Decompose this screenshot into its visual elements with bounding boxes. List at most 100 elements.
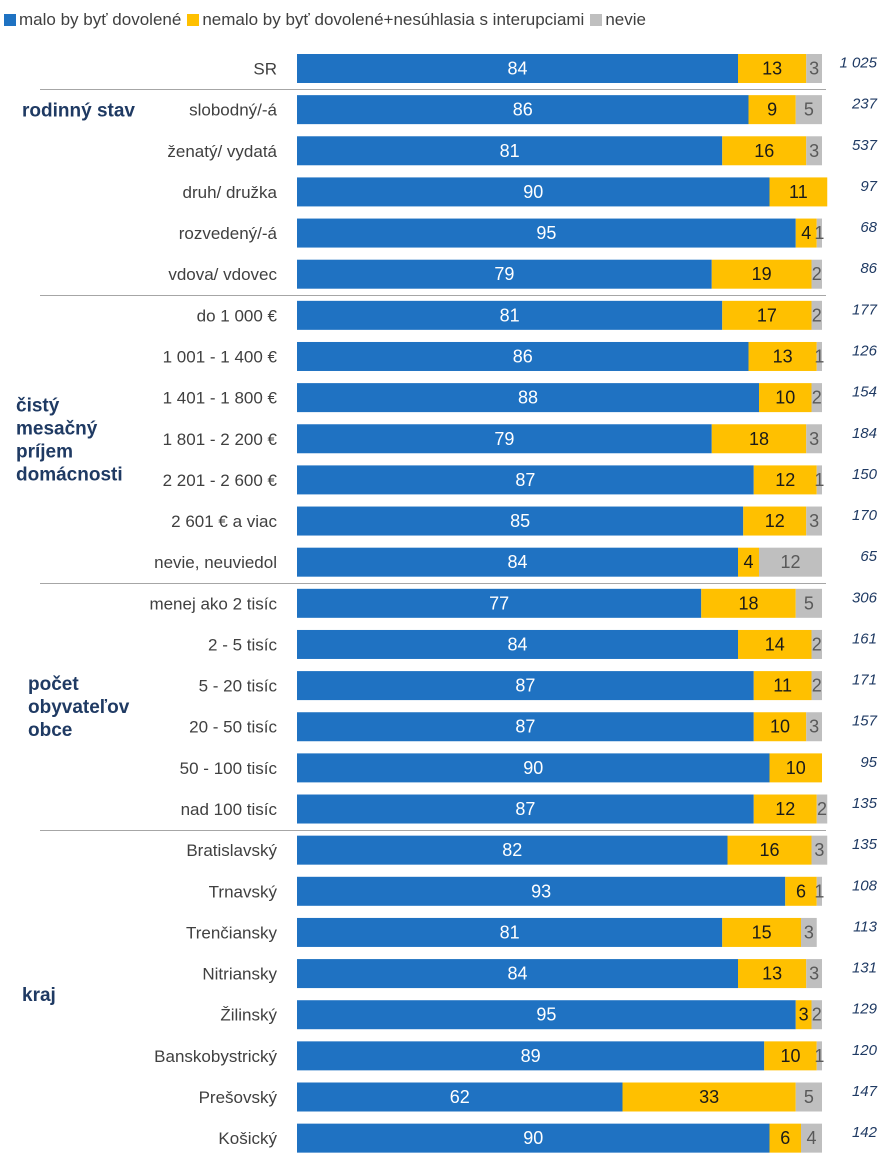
data-label: 2 (812, 676, 822, 696)
bar-segment-dont-know (801, 917, 817, 947)
data-label: 3 (809, 429, 819, 449)
bar-segment-dont-know (816, 465, 822, 495)
group-heading-line: čistý (16, 395, 60, 416)
data-label: 10 (775, 388, 795, 408)
data-label: 11 (773, 676, 792, 696)
bar-segment-not-allowed (748, 95, 796, 125)
bar-segment-dont-know (811, 671, 822, 701)
bar-segment-dont-know (795, 588, 822, 618)
data-label: 3 (809, 964, 819, 984)
category-label: Košický (218, 1129, 277, 1148)
category-label: 50 - 100 tisíc (180, 759, 278, 778)
group-heading-line: domácnosti (16, 464, 123, 485)
data-label: 77 (489, 593, 509, 613)
category-label: 1 401 - 1 800 € (163, 389, 278, 408)
category-label: Trenčiansky (186, 923, 278, 942)
data-label: 79 (494, 264, 514, 284)
bar-segment-allowed (297, 917, 723, 947)
data-label: 4 (801, 223, 811, 243)
bar-segment-dont-know (806, 54, 822, 83)
data-label: 16 (754, 141, 774, 161)
bar-segment-not-allowed (738, 547, 759, 577)
bar-segment-dont-know (816, 794, 828, 824)
data-label: 95 (536, 223, 556, 243)
data-label: 1 (814, 470, 824, 490)
data-label: 81 (500, 141, 520, 161)
sample-size-label: 95 (860, 754, 877, 771)
legend-swatch-not-allowed (187, 14, 200, 26)
data-label: 11 (789, 182, 808, 202)
group-heading-line: obyvateľov (28, 697, 130, 718)
legend-item-allowed: malo by byť dovolené (4, 10, 181, 30)
group-heading-line: počet (28, 674, 79, 695)
data-label: 13 (773, 346, 793, 366)
sample-size-label: 108 (852, 877, 878, 894)
bar-segment-not-allowed (727, 835, 812, 865)
data-label: 84 (507, 59, 527, 79)
sample-size-label: 306 (852, 589, 878, 606)
data-label: 10 (780, 1046, 800, 1066)
group-heading-line: obce (28, 720, 72, 741)
sample-size-label: 135 (852, 836, 878, 853)
legend-item-not-allowed: nemalo by byť dovolené+nesúhlasia s inte… (187, 10, 584, 30)
group-heading: kraj (22, 985, 56, 1006)
bar-segment-not-allowed (711, 424, 807, 454)
data-label: 88 (518, 388, 538, 408)
data-label: 12 (775, 799, 795, 819)
data-label: 87 (515, 799, 535, 819)
sample-size-label: 129 (852, 1001, 878, 1018)
bar-segment-allowed (297, 341, 749, 371)
legend-label-dont-know: nevie (605, 10, 646, 29)
bar-segment-dont-know (806, 506, 822, 536)
data-label: 2 (817, 799, 827, 819)
legend-swatch-allowed (4, 14, 16, 26)
sample-size-label: 97 (860, 178, 877, 195)
sample-size-label: 537 (852, 137, 878, 154)
data-label: 90 (523, 1128, 543, 1148)
sample-size-label: 170 (852, 507, 878, 524)
category-label: Banskobystrický (154, 1047, 277, 1066)
data-label: 6 (796, 881, 806, 901)
bar-segment-allowed (297, 383, 759, 413)
data-label: 86 (513, 100, 533, 120)
category-label: 1 001 - 1 400 € (163, 347, 278, 366)
sample-size-label: 171 (852, 672, 877, 689)
bar-segment-allowed (297, 547, 738, 577)
sample-size-label: 161 (852, 630, 877, 647)
data-label: 81 (500, 305, 520, 325)
bar-segment-allowed (297, 753, 770, 783)
data-label: 3 (809, 59, 819, 79)
bar-segment-allowed (297, 218, 796, 248)
sample-size-label: 120 (852, 1042, 878, 1059)
bar-segment-not-allowed (738, 629, 812, 659)
bar-segment-not-allowed (622, 1082, 796, 1112)
bar-segment-dont-know (811, 259, 822, 289)
data-label: 85 (510, 511, 530, 531)
legend-label-allowed: malo by byť dovolené (19, 10, 182, 29)
category-label: rozvedený/-á (179, 224, 278, 243)
sample-size-label: 86 (860, 260, 877, 277)
category-label: ženatý/ vydatá (167, 142, 277, 161)
category-label: 1 801 - 2 200 € (163, 430, 278, 449)
bar-segment-not-allowed (738, 959, 807, 989)
data-label: 90 (523, 758, 543, 778)
group-heading-line: príjem (16, 441, 73, 462)
data-label: 14 (765, 634, 785, 654)
legend: malo by byť dovolené nemalo by byť dovol… (4, 8, 652, 32)
data-label: 2 (812, 264, 822, 284)
legend-item-dont-know: nevie (590, 10, 646, 30)
bar-segment-dont-know (759, 547, 822, 577)
bar-segment-not-allowed (785, 876, 817, 906)
sample-size-label: 68 (860, 219, 877, 236)
data-label: 2 (812, 1005, 822, 1025)
bar-segment-allowed (297, 1041, 765, 1071)
category-label: Žilinský (220, 1006, 277, 1025)
data-label: 2 (812, 388, 822, 408)
bar-segment-allowed (297, 794, 754, 824)
data-label: 16 (759, 840, 779, 860)
group-heading-line: kraj (22, 985, 56, 1006)
data-label: 4 (743, 552, 753, 572)
bar-segment-allowed (297, 136, 723, 166)
data-label: 1 (814, 346, 824, 366)
bar-segment-allowed (297, 629, 738, 659)
